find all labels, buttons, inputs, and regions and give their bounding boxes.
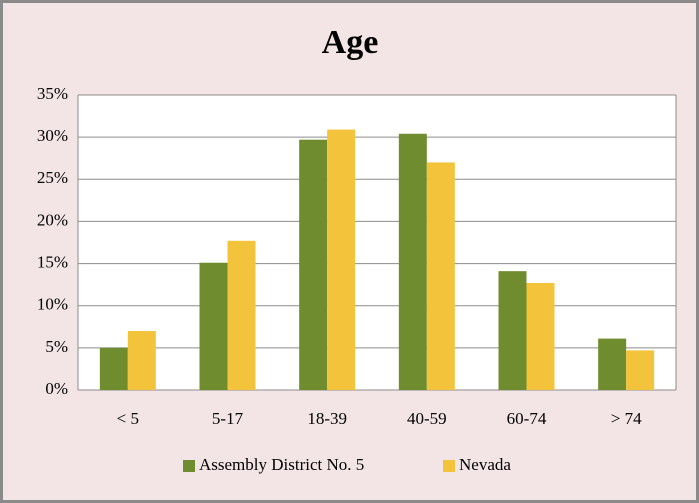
bar xyxy=(199,262,228,390)
y-tick-label: 10% xyxy=(37,295,68,314)
y-tick-label: 30% xyxy=(37,126,68,145)
y-tick-label: 5% xyxy=(45,337,68,356)
bar xyxy=(498,271,527,390)
bar xyxy=(398,133,427,390)
y-tick-label: 0% xyxy=(45,379,68,398)
legend-label: Nevada xyxy=(459,455,511,474)
bar xyxy=(227,240,256,390)
x-tick-label: < 5 xyxy=(117,409,139,428)
bar xyxy=(299,139,328,390)
x-tick-label: 18-39 xyxy=(307,409,347,428)
bar xyxy=(127,331,156,390)
x-tick-label: 40-59 xyxy=(407,409,447,428)
chart-title: Age xyxy=(322,24,379,61)
x-tick-label: 5-17 xyxy=(212,409,244,428)
bar xyxy=(626,350,655,390)
y-tick-label: 35% xyxy=(37,84,68,103)
bar xyxy=(327,129,356,391)
y-tick-label: 20% xyxy=(37,210,68,229)
bar xyxy=(598,338,627,390)
x-tick-label: > 74 xyxy=(611,409,642,428)
y-tick-label: 15% xyxy=(37,252,68,271)
plot-area xyxy=(78,95,676,390)
bar xyxy=(526,282,555,390)
legend-swatch xyxy=(183,460,195,472)
legend-swatch xyxy=(443,460,455,472)
y-tick-label: 25% xyxy=(37,168,68,187)
legend-label: Assembly District No. 5 xyxy=(199,455,364,474)
bar xyxy=(99,347,128,390)
x-tick-label: 60-74 xyxy=(507,409,547,428)
bar xyxy=(426,162,455,390)
